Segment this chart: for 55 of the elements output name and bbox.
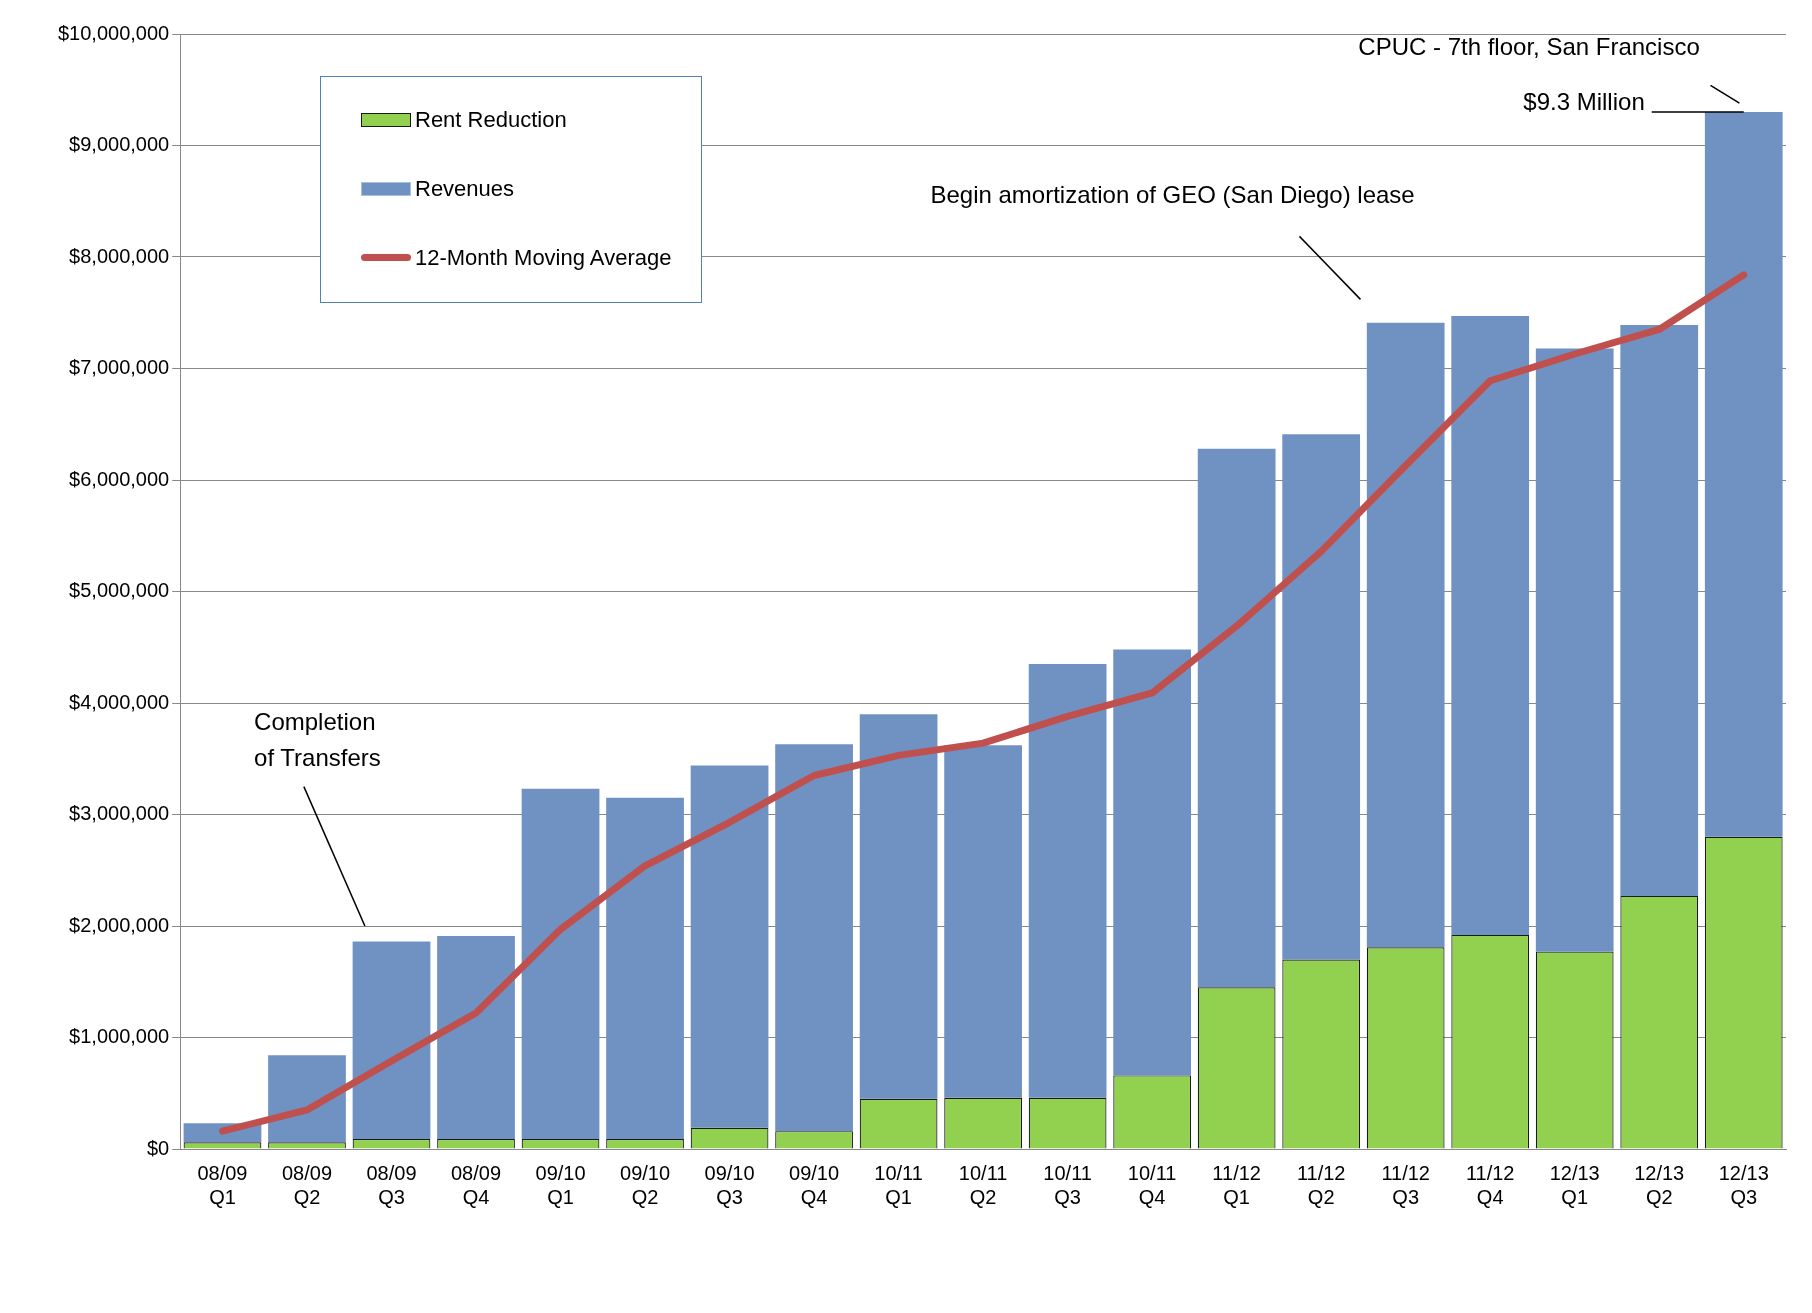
annotation: $9.3 Million <box>1523 87 1645 115</box>
x-tick-label: 12/13 Q1 <box>1549 1161 1600 1208</box>
y-tick-label: $9,000,000 <box>69 133 170 156</box>
y-tick-label: $0 <box>146 1136 170 1159</box>
x-tick-label: 11/12 Q2 <box>1296 1161 1346 1208</box>
x-tick-label: 08/09 Q2 <box>281 1161 333 1208</box>
annotation: Begin amortization of GEO (San Diego) lease <box>930 180 1415 208</box>
bar <box>1028 663 1107 1098</box>
y-tick-label: $1,000,000 <box>69 1025 170 1048</box>
bar <box>1704 112 1783 837</box>
x-tick-label: 08/09 Q1 <box>197 1161 248 1208</box>
bar <box>1535 348 1614 952</box>
bar <box>1620 325 1699 896</box>
x-tick-label: 08/09 Q3 <box>366 1161 417 1208</box>
bar <box>437 936 515 1139</box>
annotation: Completion of Transfers <box>254 707 381 771</box>
y-tick-label: $4,000,000 <box>69 690 170 713</box>
x-tick-label: 09/10 Q3 <box>704 1161 755 1208</box>
annotation: CPUC - 7th floor, San Francisco <box>1358 33 1700 61</box>
y-tick-label: $6,000,000 <box>69 467 170 490</box>
bar <box>859 714 938 1099</box>
x-tick-label: 09/10 Q4 <box>789 1161 840 1208</box>
legend-label: Revenues <box>415 175 515 202</box>
bar <box>1366 322 1445 948</box>
bar <box>1451 316 1530 935</box>
bar <box>521 788 600 1139</box>
x-tick-label: 12/13 Q2 <box>1634 1161 1685 1208</box>
bar <box>1282 434 1361 960</box>
bar <box>352 941 431 1139</box>
y-tick-label: $10,000,000 <box>57 21 170 44</box>
x-tick-label: 12/13 Q3 <box>1718 1161 1769 1208</box>
x-tick-label: 10/11 Q3 <box>1043 1161 1092 1208</box>
x-tick-label: 10/11 Q1 <box>874 1161 923 1208</box>
y-tick-label: $8,000,000 <box>69 244 170 267</box>
y-tick-label: $7,000,000 <box>69 356 170 379</box>
x-tick-label: 09/10 Q1 <box>535 1161 586 1208</box>
x-tick-label: 11/12 Q3 <box>1381 1161 1430 1208</box>
legend-label: 12-Month Moving Average <box>415 244 672 271</box>
bar <box>268 1055 346 1143</box>
x-tick-label: 08/09 Q4 <box>450 1161 502 1208</box>
x-tick-label: 10/11 Q4 <box>1127 1161 1177 1208</box>
y-tick-label: $2,000,000 <box>69 913 170 936</box>
bar <box>690 765 769 1128</box>
bar <box>944 745 1022 1098</box>
x-tick-label: 11/12 Q4 <box>1465 1161 1515 1208</box>
y-tick-label: $5,000,000 <box>69 579 170 602</box>
legend-label: Rent Reduction <box>415 106 567 133</box>
bar <box>775 744 853 1132</box>
y-tick-label: $3,000,000 <box>69 802 170 825</box>
x-tick-label: 10/11 Q2 <box>958 1161 1008 1208</box>
bar <box>606 797 684 1139</box>
bar <box>1113 649 1192 1076</box>
x-tick-label: 11/12 Q1 <box>1212 1161 1261 1208</box>
x-tick-label: 09/10 Q2 <box>620 1161 671 1208</box>
bar <box>1197 448 1276 988</box>
